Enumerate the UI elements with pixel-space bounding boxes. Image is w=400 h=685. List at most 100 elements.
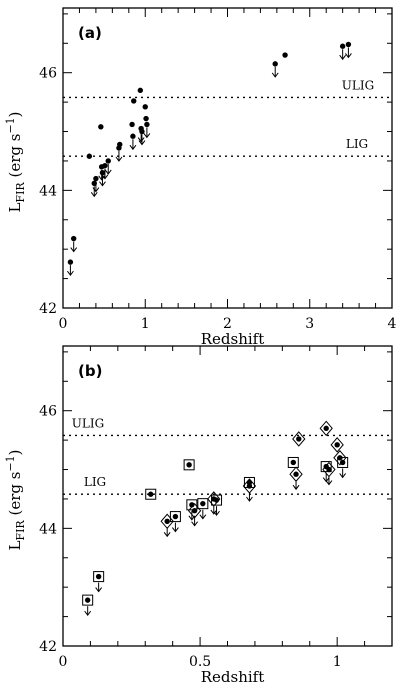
data-point xyxy=(292,431,306,447)
y-tick-label: 42 xyxy=(39,301,57,317)
point-dot xyxy=(293,471,299,477)
data-point xyxy=(115,145,123,162)
point-dot xyxy=(99,170,106,176)
data-point xyxy=(345,41,352,59)
data-point xyxy=(169,511,181,533)
point-dot xyxy=(131,98,137,104)
panel-b: 0 0.5 1 42 44 46 Redshift LFIR (erg s−1) (b) ULIG… xyxy=(4,345,393,685)
point-dot xyxy=(139,128,145,135)
data-point xyxy=(137,87,144,94)
square-marker xyxy=(93,571,105,583)
point-dot xyxy=(86,153,93,159)
y-axis-title: LFIR (erg s−1) xyxy=(4,111,27,212)
point-dot xyxy=(334,442,340,448)
data-point xyxy=(183,459,195,471)
point-dot xyxy=(70,235,77,242)
point-dot xyxy=(345,41,352,48)
reference-label-ulig: ULIG xyxy=(72,416,104,430)
upper-limit-arrowhead xyxy=(92,187,100,193)
square-marker xyxy=(197,498,209,510)
square-marker xyxy=(169,511,181,523)
point-dot xyxy=(144,121,150,128)
point-dot xyxy=(246,479,253,486)
square-marker xyxy=(82,594,94,606)
data-point xyxy=(129,133,137,151)
data-point xyxy=(211,494,223,516)
upper-limit-arrowhead xyxy=(104,169,112,175)
upper-limit-arrowhead xyxy=(191,521,199,527)
x-tick-label: 0 xyxy=(59,316,68,332)
data-point xyxy=(129,121,135,128)
point-dot xyxy=(213,497,220,503)
upper-limit-arrowhead xyxy=(95,587,103,593)
upper-limit-arrowhead xyxy=(70,247,78,253)
x-tick-label: 3 xyxy=(305,316,314,332)
data-point xyxy=(131,98,137,104)
data-point xyxy=(67,259,74,276)
upper-limit-arrowhead xyxy=(213,510,220,516)
data-point xyxy=(138,128,146,146)
point-dot xyxy=(296,436,302,442)
square-marker xyxy=(243,476,255,488)
x-axis-title: Redshift xyxy=(201,668,265,685)
y-axis-title: LFIR (erg s−1) xyxy=(4,449,27,550)
point-dot xyxy=(339,459,346,466)
diamond-marker xyxy=(333,449,347,466)
data-point xyxy=(160,513,174,538)
point-dot xyxy=(339,43,346,49)
upper-limit-arrowhead xyxy=(99,181,106,187)
data-point xyxy=(289,466,303,491)
diamond-marker xyxy=(292,431,306,447)
point-dot xyxy=(117,141,123,148)
data-point xyxy=(319,420,333,437)
x-tick-label: 4 xyxy=(388,316,397,332)
y-tick-label: 44 xyxy=(39,521,57,537)
point-dot xyxy=(172,513,179,520)
point-dot xyxy=(323,425,329,432)
point-dot xyxy=(98,124,104,130)
x-tick-label: 0 xyxy=(59,654,68,670)
point-dot xyxy=(186,462,192,468)
upper-limit-arrowhead xyxy=(210,509,218,515)
data-point xyxy=(339,43,347,61)
point-dot xyxy=(200,500,206,507)
data-point xyxy=(93,571,105,593)
y-tick-label: 44 xyxy=(39,183,57,199)
point-dot xyxy=(137,87,144,94)
diamond-marker xyxy=(330,437,344,453)
reference-label-ulig: ULIG xyxy=(342,78,374,92)
upper-limit-arrowhead xyxy=(138,140,146,146)
data-point xyxy=(287,456,299,468)
upper-limit-arrowhead xyxy=(137,137,145,143)
point-dot xyxy=(84,597,91,603)
upper-limit-arrowhead xyxy=(345,53,352,59)
upper-limit-arrowhead xyxy=(115,156,123,162)
data-point xyxy=(282,52,288,58)
upper-limit-arrowhead xyxy=(163,531,171,538)
data-point xyxy=(322,461,336,486)
square-marker xyxy=(186,499,198,511)
y-tick-label: 42 xyxy=(39,639,57,655)
upper-limit-arrowhead xyxy=(90,191,98,198)
point-dot xyxy=(102,162,108,169)
data-point xyxy=(98,124,104,130)
upper-limit-arrowhead xyxy=(271,72,279,78)
point-dot xyxy=(290,459,296,466)
reference-label-lig: LIG xyxy=(84,475,106,489)
point-dot xyxy=(129,121,135,128)
square-marker xyxy=(211,494,223,506)
data-point xyxy=(86,153,93,159)
point-dot xyxy=(67,259,74,265)
y-tick-label: 46 xyxy=(39,66,57,82)
point-dot xyxy=(164,518,170,524)
data-point xyxy=(145,488,157,500)
diamond-marker xyxy=(319,420,333,437)
upper-limit-arrowhead xyxy=(339,473,347,479)
data-point xyxy=(271,61,279,78)
x-tick-label: 2 xyxy=(223,316,232,332)
reference-label-lig: LIG xyxy=(346,137,368,151)
square-marker xyxy=(183,459,195,471)
data-point xyxy=(82,594,94,616)
y-tick-label: 46 xyxy=(39,404,57,420)
